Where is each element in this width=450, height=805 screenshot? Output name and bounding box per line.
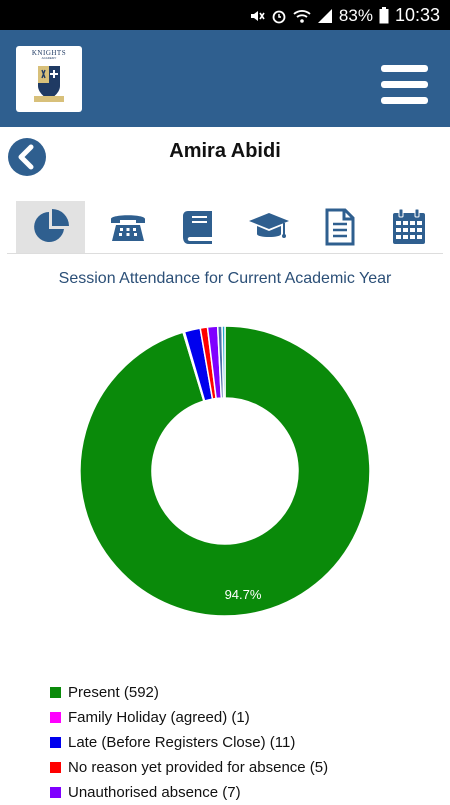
status-bar: 83% 10:33	[0, 0, 450, 30]
legend-label: Present (592)	[68, 684, 159, 701]
school-logo[interactable]: KNIGHTS ACADEMY	[16, 46, 82, 112]
tab-bar	[7, 201, 443, 254]
battery-percent: 83%	[338, 5, 373, 25]
legend-swatch	[50, 737, 61, 748]
legend-swatch	[50, 687, 61, 698]
legend-label: No reason yet provided for absence (5)	[68, 759, 329, 776]
alarm-icon	[272, 10, 286, 23]
tab-attendance[interactable]	[16, 201, 85, 253]
tab-reports[interactable]	[305, 201, 374, 253]
crest-icon	[34, 66, 64, 102]
legend-label: Family Holiday (agreed) (1)	[68, 709, 250, 726]
legend-label: Unauthorised absence (7)	[68, 784, 241, 801]
telephone-icon	[110, 215, 145, 241]
graduation-cap-icon	[248, 213, 289, 238]
legend-swatch	[50, 712, 61, 723]
tab-calendar[interactable]	[374, 201, 443, 253]
legend-item[interactable]: No reason yet provided for absence (5)	[50, 755, 450, 780]
signal-icon	[317, 8, 332, 23]
chart-title: Session Attendance for Current Academic …	[58, 270, 392, 287]
attendance-donut-chart: 94.7%	[79, 325, 371, 617]
tab-contacts[interactable]	[93, 201, 162, 253]
mute-icon	[250, 10, 265, 21]
student-name: Amira Abidi	[169, 140, 281, 162]
legend-item[interactable]: Family Holiday (agreed) (1)	[50, 705, 450, 730]
pie-chart-icon	[33, 209, 69, 242]
document-icon	[325, 208, 354, 246]
calendar-icon	[392, 208, 425, 244]
pie-slice-present[interactable]	[79, 325, 371, 617]
attendance-chart: 94.7%	[0, 300, 450, 670]
legend-item[interactable]: Present (592)	[50, 680, 450, 705]
app-bar: KNIGHTS ACADEMY	[0, 30, 450, 127]
legend-item[interactable]: Late (Before Registers Close) (11)	[50, 730, 450, 755]
tab-homework[interactable]	[162, 201, 231, 253]
pie-slice-6[interactable]	[221, 325, 226, 399]
battery-icon	[379, 7, 389, 24]
menu-button[interactable]	[381, 65, 428, 105]
clock-time: 10:33	[394, 5, 440, 25]
tab-exams[interactable]	[234, 201, 303, 253]
legend-label: Late (Before Registers Close) (11)	[68, 734, 296, 751]
legend-swatch	[50, 787, 61, 798]
back-button[interactable]	[7, 137, 47, 177]
book-icon	[182, 211, 212, 244]
wifi-icon	[293, 9, 311, 23]
legend-swatch	[50, 762, 61, 773]
slice-percent-label: 94.7%	[225, 587, 262, 602]
chart-legend: Present (592) Family Holiday (agreed) (1)…	[50, 680, 450, 805]
chevron-left-icon	[8, 138, 46, 176]
legend-item[interactable]: Unauthorised absence (7)	[50, 780, 450, 805]
